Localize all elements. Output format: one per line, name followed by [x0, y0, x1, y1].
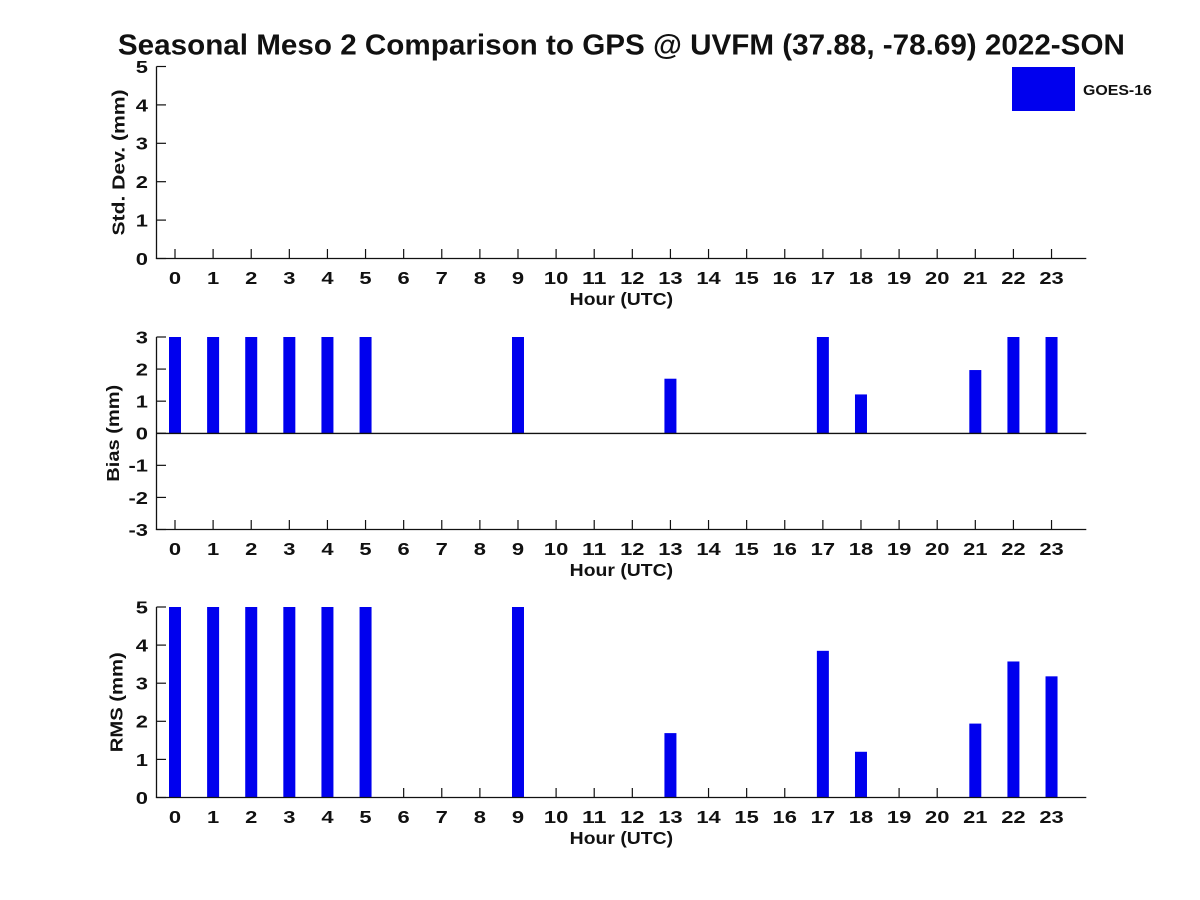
svg-text:11: 11: [582, 807, 607, 827]
svg-text:16: 16: [773, 539, 798, 559]
svg-text:22: 22: [1001, 807, 1026, 827]
svg-text:1: 1: [207, 268, 220, 288]
svg-text:22: 22: [1001, 268, 1026, 288]
svg-text:5: 5: [136, 57, 149, 77]
svg-text:3: 3: [283, 807, 296, 827]
svg-text:8: 8: [474, 268, 487, 288]
svg-text:19: 19: [887, 268, 912, 288]
svg-text:4: 4: [321, 539, 334, 559]
svg-text:20: 20: [925, 268, 950, 288]
svg-text:2: 2: [245, 539, 258, 559]
svg-text:18: 18: [849, 807, 874, 827]
svg-text:-2: -2: [129, 488, 149, 508]
svg-text:5: 5: [359, 268, 372, 288]
svg-text:4: 4: [136, 636, 149, 656]
svg-text:3: 3: [283, 539, 296, 559]
svg-text:-3: -3: [129, 520, 149, 540]
svg-text:17: 17: [811, 539, 835, 559]
svg-text:4: 4: [136, 95, 149, 115]
svg-text:12: 12: [620, 539, 645, 559]
svg-text:5: 5: [136, 597, 149, 617]
svg-text:5: 5: [359, 539, 372, 559]
svg-text:RMS (mm): RMS (mm): [107, 652, 127, 752]
svg-text:11: 11: [582, 268, 607, 288]
svg-text:10: 10: [544, 539, 569, 559]
svg-text:13: 13: [658, 539, 683, 559]
svg-text:15: 15: [734, 539, 759, 559]
svg-text:20: 20: [925, 539, 950, 559]
svg-text:13: 13: [658, 268, 683, 288]
svg-text:15: 15: [734, 268, 759, 288]
svg-text:3: 3: [136, 327, 149, 347]
svg-text:15: 15: [734, 807, 759, 827]
svg-text:1: 1: [136, 392, 149, 412]
svg-text:0: 0: [169, 539, 182, 559]
svg-text:9: 9: [512, 539, 525, 559]
svg-text:21: 21: [963, 807, 988, 827]
svg-text:18: 18: [849, 539, 874, 559]
svg-text:10: 10: [544, 268, 569, 288]
svg-text:23: 23: [1039, 807, 1064, 827]
svg-text:14: 14: [696, 268, 721, 288]
svg-text:12: 12: [620, 268, 645, 288]
svg-text:13: 13: [658, 807, 683, 827]
svg-text:2: 2: [136, 712, 149, 732]
svg-text:9: 9: [512, 807, 525, 827]
svg-text:1: 1: [136, 211, 149, 231]
svg-text:9: 9: [512, 268, 525, 288]
svg-text:Hour (UTC): Hour (UTC): [570, 289, 673, 309]
svg-text:0: 0: [136, 788, 149, 808]
svg-text:0: 0: [136, 249, 149, 269]
svg-text:6: 6: [398, 807, 411, 827]
svg-text:1: 1: [136, 750, 149, 770]
svg-text:Seasonal Meso 2 Comparison to: Seasonal Meso 2 Comparison to GPS @ UVFM…: [118, 30, 1125, 62]
svg-text:17: 17: [811, 268, 835, 288]
svg-text:6: 6: [398, 268, 411, 288]
svg-text:11: 11: [582, 539, 607, 559]
svg-text:5: 5: [359, 807, 372, 827]
svg-text:8: 8: [474, 807, 487, 827]
svg-text:22: 22: [1001, 539, 1026, 559]
svg-text:1: 1: [207, 807, 220, 827]
svg-text:0: 0: [169, 807, 182, 827]
svg-text:2: 2: [245, 268, 258, 288]
svg-text:14: 14: [696, 807, 721, 827]
svg-text:16: 16: [773, 807, 798, 827]
svg-text:12: 12: [620, 807, 645, 827]
svg-text:7: 7: [436, 807, 448, 827]
svg-text:7: 7: [436, 268, 448, 288]
svg-text:0: 0: [136, 424, 149, 444]
svg-text:Hour (UTC): Hour (UTC): [570, 560, 673, 580]
svg-text:2: 2: [136, 172, 149, 192]
svg-text:0: 0: [169, 268, 182, 288]
svg-text:2: 2: [245, 807, 258, 827]
svg-text:1: 1: [207, 539, 220, 559]
svg-text:Std. Dev. (mm): Std. Dev. (mm): [109, 90, 129, 236]
svg-text:3: 3: [283, 268, 296, 288]
svg-text:3: 3: [136, 134, 149, 154]
svg-text:23: 23: [1039, 268, 1064, 288]
svg-text:7: 7: [436, 539, 448, 559]
svg-text:14: 14: [696, 539, 721, 559]
svg-text:4: 4: [321, 807, 334, 827]
svg-text:18: 18: [849, 268, 874, 288]
svg-text:8: 8: [474, 539, 487, 559]
svg-text:Hour (UTC): Hour (UTC): [570, 828, 673, 848]
svg-text:19: 19: [887, 539, 912, 559]
svg-text:4: 4: [321, 268, 334, 288]
svg-text:6: 6: [398, 539, 411, 559]
svg-text:21: 21: [963, 539, 988, 559]
svg-text:3: 3: [136, 674, 149, 694]
svg-text:Bias (mm): Bias (mm): [103, 385, 123, 482]
svg-text:20: 20: [925, 807, 950, 827]
svg-text:10: 10: [544, 807, 569, 827]
svg-text:17: 17: [811, 807, 835, 827]
svg-text:21: 21: [963, 268, 988, 288]
svg-text:GOES-16: GOES-16: [1083, 83, 1152, 99]
svg-text:16: 16: [773, 268, 798, 288]
svg-text:2: 2: [136, 359, 149, 379]
svg-text:19: 19: [887, 807, 912, 827]
svg-text:23: 23: [1039, 539, 1064, 559]
svg-text:-1: -1: [129, 456, 149, 476]
